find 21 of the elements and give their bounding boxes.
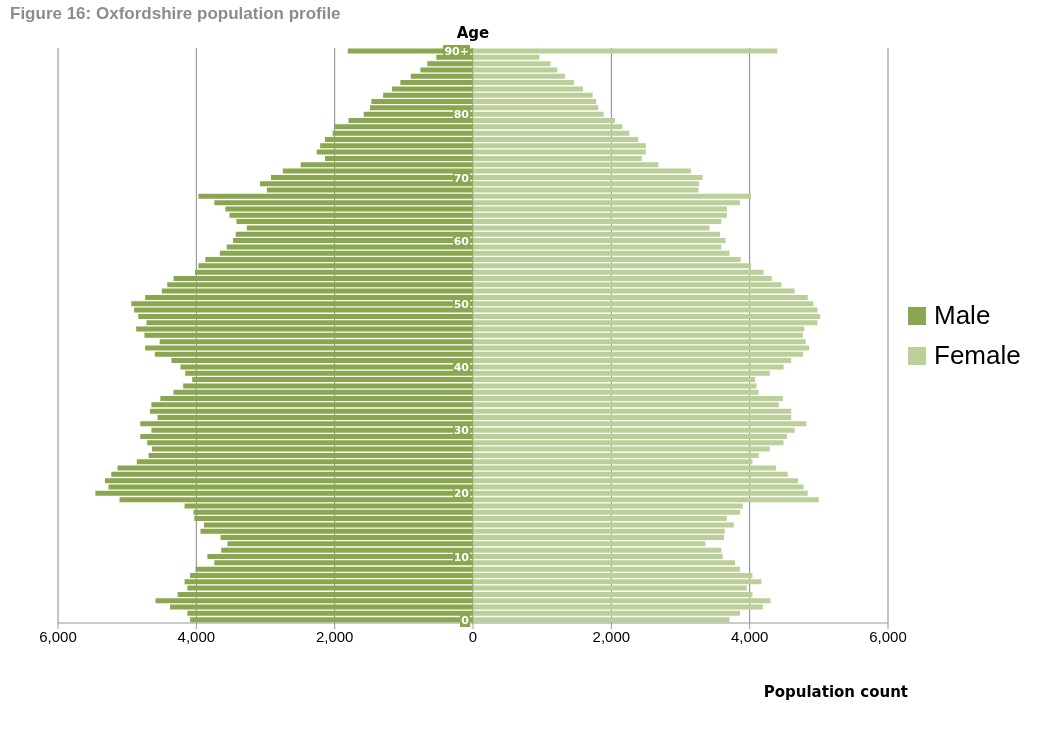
x-tick-label: 6,000: [39, 627, 77, 645]
x-tick-label: 4,000: [177, 627, 216, 645]
y-tick-label: 70: [452, 171, 470, 185]
legend-label: Female: [934, 340, 1021, 371]
y-tick-label: 10: [452, 550, 470, 564]
y-tick-label: 20: [452, 487, 470, 501]
y-tick-label: 80: [452, 108, 470, 122]
x-tick-label: 6,000: [869, 627, 907, 645]
x-tick-label: 2,000: [315, 627, 354, 645]
legend-label: Male: [934, 300, 991, 331]
y-tick-label: 0: [460, 613, 470, 627]
x-axis-title: Population count: [763, 683, 908, 701]
y-tick-label: 60: [452, 234, 470, 248]
y-axis-title: Age: [455, 24, 491, 42]
y-tick-label: 50: [452, 297, 470, 311]
chart-title: Figure 16: Oxfordshire population profile: [10, 4, 341, 24]
y-tick-label: 30: [452, 424, 470, 438]
y-tick-label: 90+: [443, 45, 470, 59]
y-tick-label: 40: [452, 361, 470, 375]
x-tick-label: 2,000: [592, 627, 631, 645]
x-tick-label: 4,000: [730, 627, 769, 645]
